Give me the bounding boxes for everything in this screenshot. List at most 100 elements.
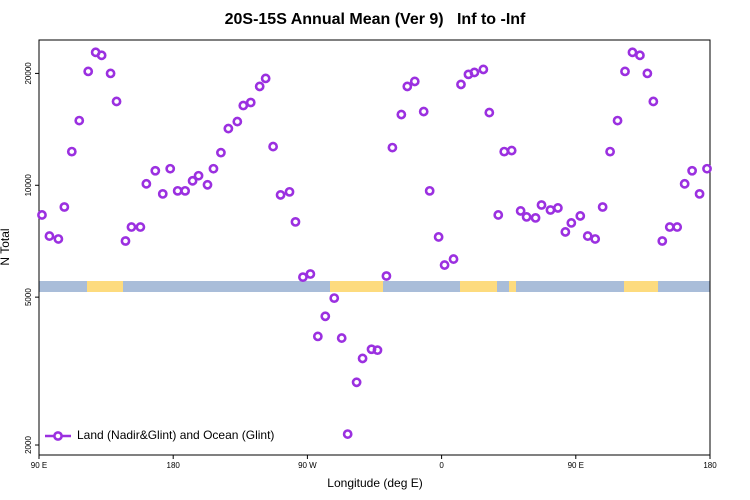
point <box>478 64 489 75</box>
point <box>597 202 608 212</box>
point <box>290 216 301 227</box>
x-tick-label: 90 E <box>31 461 47 470</box>
point <box>157 188 168 199</box>
point <box>120 236 131 246</box>
point <box>657 236 668 246</box>
point <box>268 141 279 152</box>
point <box>83 66 94 77</box>
land-band <box>87 281 123 292</box>
point <box>172 185 183 196</box>
point <box>642 68 653 79</box>
y-tick-label: 20000 <box>24 62 33 85</box>
point <box>298 272 308 283</box>
point <box>208 163 219 174</box>
point <box>165 163 176 174</box>
point <box>582 231 593 241</box>
point <box>448 254 459 264</box>
point <box>187 175 198 186</box>
point <box>521 212 532 222</box>
x-axis-label: Longitude (deg E) <box>327 476 422 490</box>
point <box>275 190 286 200</box>
point <box>223 123 234 134</box>
point <box>135 222 146 232</box>
point <box>469 67 480 78</box>
plot-frame <box>38 39 711 456</box>
point <box>105 68 116 79</box>
point <box>357 353 368 364</box>
point <box>387 142 398 153</box>
point <box>254 81 265 92</box>
point <box>575 211 586 221</box>
point <box>402 81 413 92</box>
point <box>590 234 601 244</box>
y-tick-label: 10000 <box>24 174 33 197</box>
point <box>37 210 47 220</box>
point <box>305 269 316 279</box>
point <box>53 234 64 244</box>
point <box>499 146 510 157</box>
point <box>605 146 615 157</box>
point <box>694 188 705 199</box>
point <box>396 109 407 120</box>
point <box>193 170 204 181</box>
point <box>515 206 526 216</box>
x-tick-label: 90 E <box>568 461 584 470</box>
point <box>493 210 504 220</box>
land-band <box>460 281 497 292</box>
point <box>96 50 107 61</box>
point <box>409 76 420 87</box>
point <box>372 345 383 356</box>
point <box>216 147 226 158</box>
y-tick-label: 5000 <box>24 288 33 306</box>
point <box>66 146 77 157</box>
surface-band <box>39 281 710 292</box>
point <box>627 47 638 58</box>
land-band <box>624 281 658 292</box>
point <box>312 331 323 342</box>
chart-title: 20S-15S Annual Mean (Ver 9) Inf to -Inf <box>225 11 526 28</box>
legend-marker <box>53 431 63 441</box>
point <box>232 116 243 127</box>
x-tick-label: 180 <box>167 461 181 470</box>
point <box>44 231 55 241</box>
point <box>418 106 429 117</box>
point <box>74 115 85 126</box>
land-band <box>509 281 516 292</box>
point <box>260 73 271 84</box>
point <box>536 200 547 210</box>
point <box>202 179 213 190</box>
point <box>530 212 541 223</box>
point <box>180 185 191 196</box>
point <box>284 186 295 197</box>
point <box>506 145 517 156</box>
point <box>560 227 571 237</box>
point <box>238 100 249 111</box>
point <box>635 50 645 61</box>
x-tick-label: 90 W <box>298 461 317 470</box>
point <box>59 202 70 212</box>
point <box>126 222 137 232</box>
point <box>687 165 698 176</box>
point <box>648 96 659 107</box>
point <box>456 79 466 90</box>
point <box>484 107 495 118</box>
point <box>612 115 623 126</box>
point <box>620 66 630 77</box>
point <box>672 222 683 232</box>
point <box>664 222 675 232</box>
point <box>566 218 577 228</box>
x-tick-label: 0 <box>439 461 444 470</box>
point <box>320 311 331 322</box>
point <box>381 271 392 281</box>
x-tick-label: 180 <box>703 461 717 470</box>
point <box>553 203 563 213</box>
point <box>424 185 435 196</box>
y-axis-label: N Total <box>0 228 12 265</box>
legend-label: Land (Nadir&Glint) and Ocean (Glint) <box>77 428 274 442</box>
point <box>245 97 256 108</box>
point <box>342 429 353 439</box>
point <box>111 96 122 107</box>
point <box>433 232 444 242</box>
point <box>545 205 556 215</box>
